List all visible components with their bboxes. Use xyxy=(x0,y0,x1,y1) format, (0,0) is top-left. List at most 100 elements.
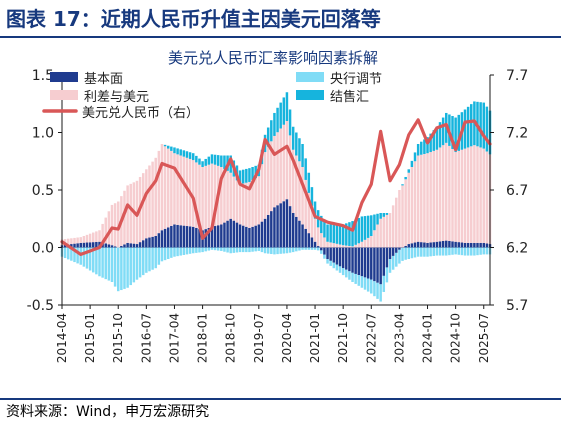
bar-rate-diff xyxy=(457,150,460,243)
bar-fx-settlement xyxy=(410,160,414,167)
bar-rate-diff xyxy=(285,121,289,200)
bar-rate-diff xyxy=(204,165,207,230)
bar-pboc xyxy=(176,247,179,257)
bar-fundamentals xyxy=(254,225,257,248)
bar-pboc xyxy=(370,279,373,294)
bar-fundamentals xyxy=(382,247,386,276)
x-tick-label: 2018-01 xyxy=(196,313,210,363)
bar-pboc xyxy=(416,247,420,257)
bar-pboc xyxy=(82,247,86,267)
bar-fx-settlement xyxy=(354,219,357,245)
bar-pboc xyxy=(154,247,157,269)
bar-fundamentals xyxy=(223,222,226,248)
bar-rate-diff xyxy=(182,156,186,226)
bar-pboc xyxy=(363,277,367,290)
legend-label: 利差与美元 xyxy=(84,90,149,105)
bar-pboc xyxy=(451,247,454,255)
bar-pboc xyxy=(235,247,239,253)
bar-rate-diff xyxy=(338,244,342,248)
bar-pboc xyxy=(138,247,142,278)
bar-fx-settlement xyxy=(285,92,289,121)
bar-fundamentals xyxy=(357,247,361,276)
bar-fundamentals xyxy=(132,243,136,248)
bar-pboc xyxy=(366,278,370,292)
bar-rate-diff xyxy=(113,203,117,247)
bar-fx-settlement xyxy=(432,130,436,151)
bar-pboc xyxy=(85,247,89,269)
bar-fundamentals xyxy=(335,247,339,265)
bar-fundamentals xyxy=(457,242,460,248)
bar-fundamentals xyxy=(313,241,317,248)
bar-rate-diff xyxy=(220,167,223,225)
bar-fx-settlement xyxy=(373,214,376,231)
bar-pboc xyxy=(248,247,251,253)
left-tick-label: -0.5 xyxy=(27,298,54,314)
bar-fundamentals xyxy=(129,243,132,248)
bar-rate-diff xyxy=(79,237,82,243)
bar-rate-diff xyxy=(416,155,420,242)
x-tick-label: 2025-07 xyxy=(477,313,491,363)
bar-fundamentals xyxy=(95,241,98,248)
bar-pboc xyxy=(376,282,379,299)
bar-pboc xyxy=(485,247,489,255)
x-tick-label: 2021-01 xyxy=(308,313,322,363)
bar-pboc xyxy=(291,247,295,253)
chart: 美元兑人民币汇率影响因素拆解 -0.5 0.0 0.5 1.0 1.5 5.7 6.2 6.7… xyxy=(27,49,529,363)
bar-rate-diff xyxy=(95,231,98,242)
bar-pboc xyxy=(170,247,173,258)
bar-rate-diff xyxy=(445,142,448,241)
bar-rate-diff xyxy=(379,218,382,248)
bar-fundamentals xyxy=(366,247,370,279)
bar-fundamentals xyxy=(213,226,217,248)
x-tick-label: 2022-07 xyxy=(364,313,378,363)
bar-rate-diff xyxy=(335,243,339,248)
bar-fundamentals xyxy=(407,244,411,248)
bar-pboc xyxy=(148,247,151,272)
bar-fx-settlement xyxy=(238,170,242,185)
bar-pboc xyxy=(285,247,289,254)
line-layer xyxy=(60,118,492,256)
bar-rate-diff xyxy=(373,230,376,248)
bar-rate-diff xyxy=(263,152,267,219)
bar-pboc xyxy=(220,247,223,251)
bar-fundamentals xyxy=(135,244,139,248)
bar-fundamentals xyxy=(379,247,382,285)
bar-pboc xyxy=(379,284,382,302)
bar-fundamentals xyxy=(391,247,395,256)
bar-pboc xyxy=(213,247,217,251)
bar-pboc xyxy=(288,247,292,253)
bar-fx-settlement xyxy=(201,161,204,167)
bar-fundamentals xyxy=(441,240,445,248)
bar-pboc xyxy=(410,247,414,259)
bar-fundamentals xyxy=(482,242,485,248)
bar-rate-diff xyxy=(129,183,132,244)
bar-fundamentals xyxy=(248,227,251,248)
bar-fundamentals xyxy=(148,237,151,248)
bar-rate-diff xyxy=(426,153,429,243)
bar-fundamentals xyxy=(188,226,192,248)
bar-fundamentals xyxy=(326,247,329,259)
bar-pboc xyxy=(135,247,139,280)
bar-fx-settlement xyxy=(435,126,439,150)
x-tick-label: 2020-04 xyxy=(280,313,294,363)
legend-label: 央行调节 xyxy=(330,72,382,87)
bar-rate-diff xyxy=(92,232,95,243)
bar-rate-diff xyxy=(154,157,157,236)
legend-swatch xyxy=(296,72,324,82)
bar-fundamentals xyxy=(432,242,436,248)
bar-pboc xyxy=(229,247,232,254)
bar-pboc xyxy=(160,247,164,262)
bar-pboc xyxy=(116,247,120,292)
bar-fx-settlement xyxy=(213,154,217,165)
bar-fundamentals xyxy=(182,225,186,248)
bar-rate-diff xyxy=(98,230,101,242)
bar-pboc xyxy=(354,273,357,284)
bar-fundamentals xyxy=(185,226,189,248)
bar-fx-settlement xyxy=(320,215,323,234)
bar-pboc xyxy=(454,247,457,255)
bar-fundamentals xyxy=(113,246,117,248)
x-tick-label: 2015-10 xyxy=(111,313,125,363)
bar-rate-diff xyxy=(160,144,164,231)
bar-fundamentals xyxy=(466,242,470,248)
bar-pboc xyxy=(238,247,242,253)
